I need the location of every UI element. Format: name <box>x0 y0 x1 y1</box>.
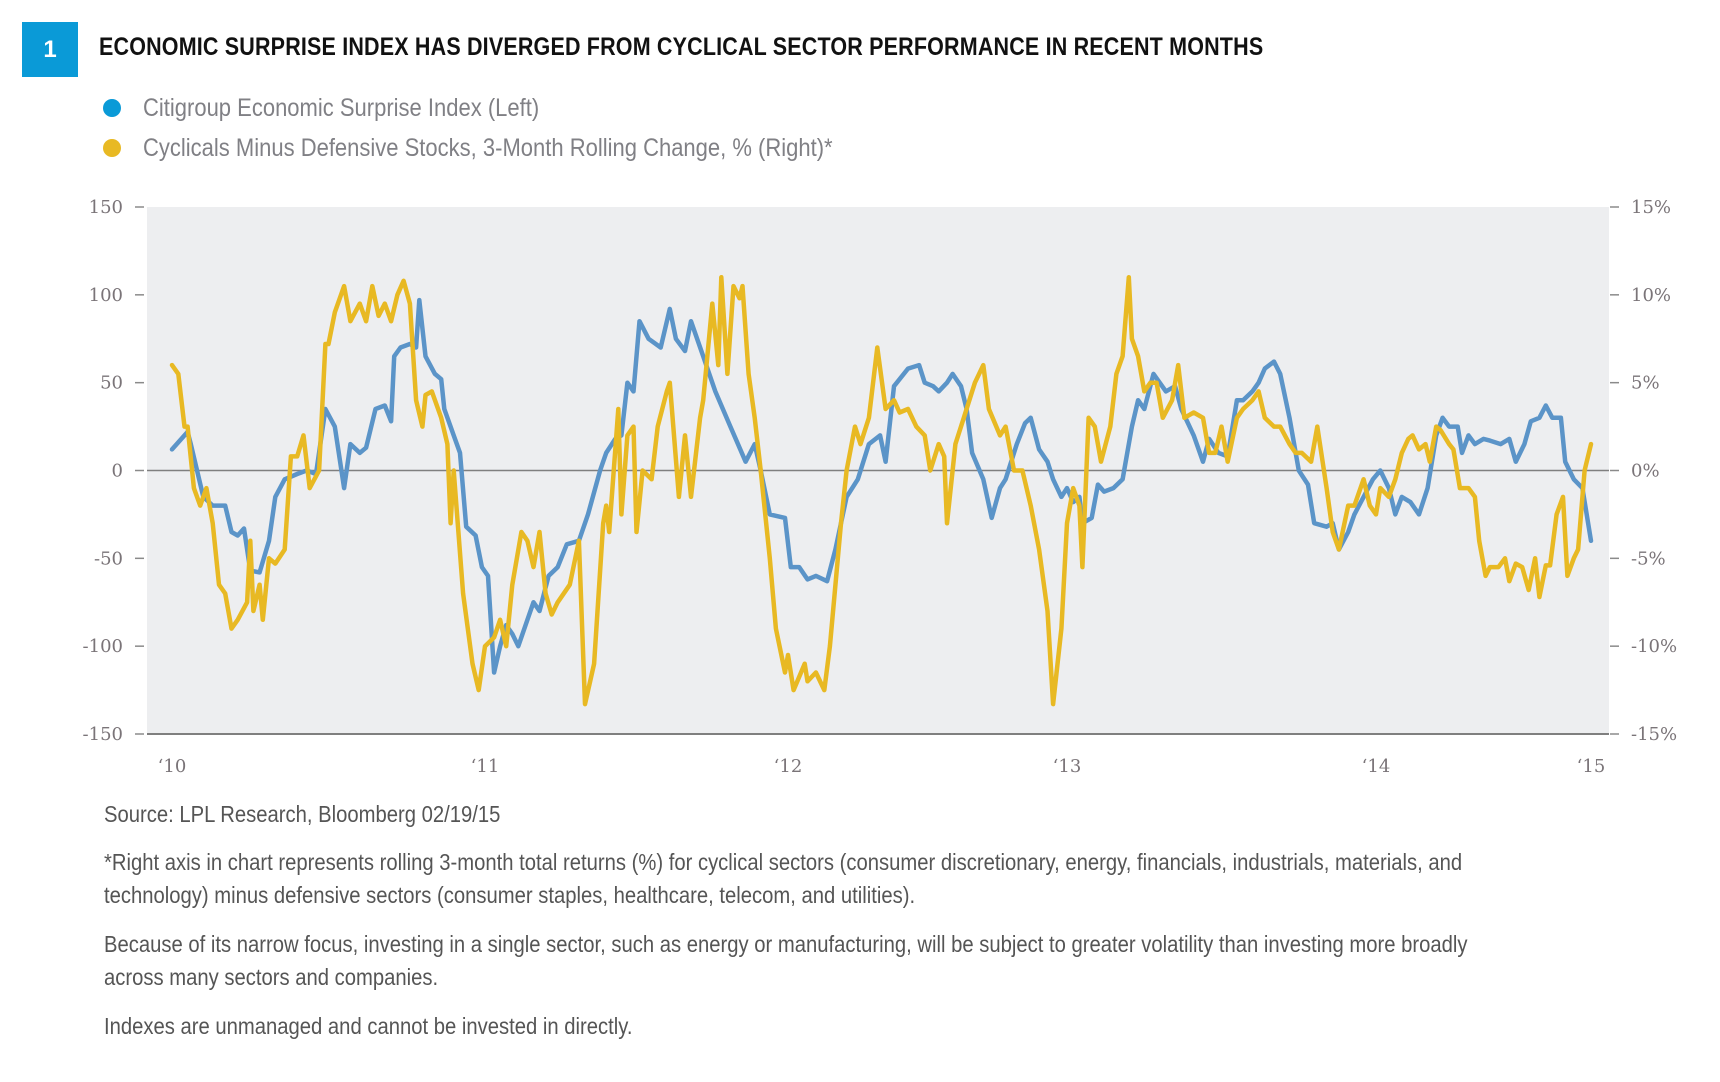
legend-label: Cyclicals Minus Defensive Stocks, 3-Mont… <box>143 133 833 162</box>
right-axis-tick-label: -10% <box>1631 636 1677 657</box>
series-layer <box>169 275 1594 707</box>
x-axis-tick-label: ‘13 <box>1053 756 1082 777</box>
left-axis-tick-label: 100 <box>89 285 123 306</box>
left-axis-tick-label: 50 <box>100 373 123 394</box>
left-axis-tick-label: -50 <box>94 548 123 569</box>
x-axis-tick-label: ‘11 <box>471 756 500 777</box>
x-axis-tick-label: ‘14 <box>1362 756 1391 777</box>
right-axis-tick-label: 10% <box>1631 285 1671 306</box>
disclaimer-line-2: across many sectors and companies. <box>104 964 439 990</box>
chart-svg: 150 100 50 0 -50 -100 -150 15% 10% 5% 0% -5% -10% -1… <box>83 197 1678 777</box>
disclaimer-indexes: Indexes are unmanaged and cannot be inve… <box>104 1013 633 1039</box>
series-line-surprise-index <box>169 297 1594 675</box>
series-line-cyclicals-minus-defensive <box>169 275 1594 707</box>
right-axis: 15% 10% 5% 0% -5% -10% -15% <box>1610 197 1677 745</box>
legend-dot-blue-icon <box>103 99 121 117</box>
legend-label: Citigroup Economic Surprise Index (Left) <box>143 93 540 122</box>
figure-number-badge: 1 <box>22 22 78 77</box>
disclaimer-line-1: Because of its narrow focus, investing i… <box>104 931 1468 957</box>
x-axis-tick-label: ‘12 <box>774 756 803 777</box>
right-axis-tick-label: -5% <box>1631 548 1666 569</box>
left-axis-tick-label: -150 <box>83 724 123 745</box>
right-axis-tick-label: 5% <box>1631 373 1660 394</box>
left-axis-tick-label: -100 <box>83 636 123 657</box>
footnote-line-1: *Right axis in chart represents rolling … <box>104 849 1463 875</box>
legend-item-cyclicals: Cyclicals Minus Defensive Stocks, 3-Mont… <box>103 128 927 168</box>
x-axis-tick-label: ‘15 <box>1577 756 1606 777</box>
legend-item-surprise-index: Citigroup Economic Surprise Index (Left) <box>103 88 927 128</box>
right-axis-tick-label: 15% <box>1631 197 1671 218</box>
right-axis-tick-label: 0% <box>1631 461 1660 482</box>
left-axis: 150 100 50 0 -50 -100 -150 <box>83 197 144 745</box>
x-axis: ‘10 ‘11 ‘12 ‘13 ‘14 ‘15 <box>158 756 1606 777</box>
footnote-line-2: technology) minus defensive sectors (con… <box>104 882 916 908</box>
left-axis-tick-label: 150 <box>89 197 123 218</box>
x-axis-tick-label: ‘10 <box>158 756 187 777</box>
legend-dot-yellow-icon <box>103 139 121 157</box>
left-axis-tick-label: 0 <box>112 461 123 482</box>
legend: Citigroup Economic Surprise Index (Left)… <box>103 88 927 168</box>
chart-title: ECONOMIC SURPRISE INDEX HAS DIVERGED FRO… <box>99 33 1264 61</box>
right-axis-tick-label: -15% <box>1631 724 1677 745</box>
source-text: Source: LPL Research, Bloomberg 02/19/15 <box>104 801 501 827</box>
